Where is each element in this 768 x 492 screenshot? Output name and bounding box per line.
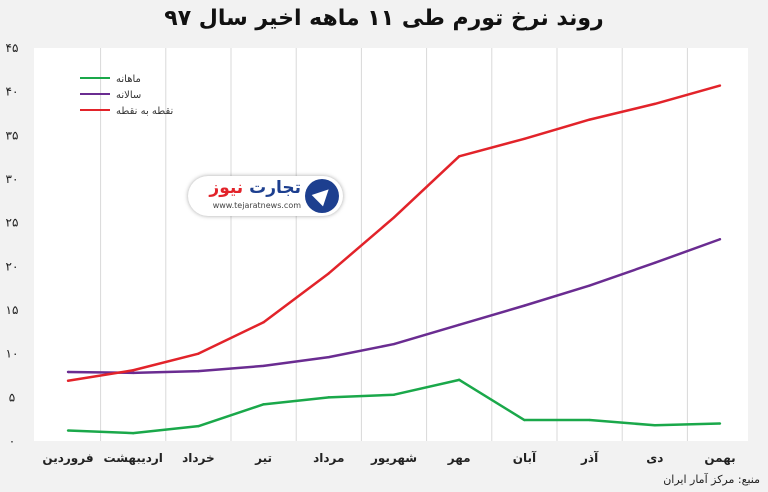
- data-point: [392, 393, 396, 396]
- data-point: [392, 342, 396, 346]
- data-point: [458, 155, 461, 158]
- data-point: [718, 238, 722, 241]
- y-axis-ticks: ۰ ۵ ۱۰ ۱۵ ۲۰ ۲۵ ۳۰ ۳۵ ۴۰ ۴۵: [6, 41, 19, 448]
- data-point: [66, 379, 70, 382]
- x-tick-label: شهریور: [370, 451, 417, 466]
- data-point: [327, 396, 330, 399]
- legend: ماهانه سالانه نقطه به نقطه: [80, 74, 173, 117]
- logo-text: تجارت نیوز: [209, 178, 301, 198]
- data-point: [653, 102, 656, 106]
- y-tick-label: ۴۵: [6, 41, 19, 55]
- data-point: [132, 431, 135, 435]
- legend-label: ماهانه: [116, 74, 141, 85]
- data-point: [262, 321, 265, 324]
- x-tick-label: خرداد: [182, 451, 215, 465]
- x-tick-label: تیر: [254, 451, 272, 465]
- source-note: منبع: مرکز آمار ایران: [663, 473, 760, 486]
- data-point: [588, 284, 591, 287]
- legend-label: نقطه به نقطه: [116, 106, 173, 117]
- x-axis-ticks: فروردین اردیبهشت خرداد تیر مرداد شهریور مهر آبا…: [42, 450, 735, 466]
- data-point: [262, 364, 265, 368]
- data-point: [588, 418, 591, 422]
- y-tick-label: ۳۰: [6, 172, 19, 186]
- data-point: [197, 352, 200, 355]
- y-tick-label: ۵: [9, 390, 15, 404]
- y-tick-label: ۰: [9, 434, 15, 448]
- y-tick-label: ۱۰: [6, 347, 19, 361]
- data-point: [718, 84, 722, 87]
- data-point: [66, 429, 70, 432]
- y-tick-label: ۲۵: [6, 216, 19, 230]
- plot-area: [34, 48, 748, 441]
- data-point: [327, 355, 330, 359]
- data-point: [392, 216, 396, 219]
- logo-text-blue: تجارت: [249, 178, 301, 198]
- data-point: [458, 323, 461, 327]
- x-tick-label: آذر: [580, 450, 599, 465]
- data-point: [718, 422, 722, 425]
- data-point: [653, 261, 656, 265]
- data-point: [588, 118, 591, 121]
- data-point: [523, 418, 526, 422]
- y-tick-label: ۴۰: [6, 85, 19, 99]
- data-point: [523, 304, 526, 307]
- x-tick-label: آبان: [513, 450, 537, 465]
- legend-label: سالانه: [116, 90, 141, 101]
- x-tick-label: اردیبهشت: [103, 451, 162, 465]
- x-tick-label: فروردین: [42, 451, 93, 466]
- data-point: [327, 272, 330, 275]
- y-tick-label: ۱۵: [6, 303, 19, 317]
- data-point: [132, 369, 135, 372]
- logo-text-red: نیوز: [209, 178, 244, 198]
- chart-title: روند نرخ تورم طی ۱۱ ماهه اخیر سال ۹۷: [164, 6, 604, 31]
- logo-mark-icon: [305, 179, 339, 213]
- data-point: [458, 378, 461, 382]
- tejaratnews-logo: تجارت نیوز www.tejaratnews.com: [188, 176, 343, 216]
- series-lines: [66, 84, 722, 435]
- data-point: [132, 371, 135, 375]
- logo-url: www.tejaratnews.com: [212, 201, 301, 210]
- data-point: [262, 403, 265, 406]
- x-tick-label: بهمن: [704, 451, 735, 465]
- x-tick-label: دی: [646, 451, 663, 465]
- x-tick-label: مرداد: [313, 451, 344, 465]
- grid-lines: [100, 48, 688, 441]
- data-point: [653, 424, 656, 427]
- data-point: [197, 369, 200, 373]
- y-tick-label: ۳۵: [6, 128, 19, 142]
- data-point: [66, 370, 70, 374]
- data-point: [523, 137, 526, 141]
- y-tick-label: ۲۰: [6, 259, 19, 273]
- x-tick-label: مهر: [447, 451, 471, 465]
- data-point: [197, 424, 200, 428]
